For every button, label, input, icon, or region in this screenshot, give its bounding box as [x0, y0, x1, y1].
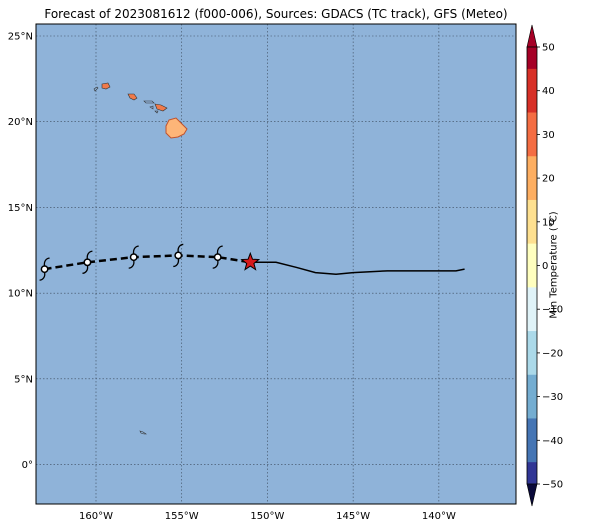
map-title: Forecast of 2023081612 (f000-006), Sourc… — [44, 7, 508, 21]
colorbar-band — [527, 396, 537, 419]
colorbar-band — [527, 243, 537, 266]
colorbar-band — [527, 90, 537, 113]
island-maui — [154, 103, 168, 112]
colorbar-band — [527, 221, 537, 244]
colorbar-tick-label: −40 — [542, 436, 563, 447]
colorbar-band — [527, 374, 537, 397]
colorbar: 50 40 30 20 10 0 −10 −20 −30 −40 −50 — [526, 24, 563, 507]
lat-tick-label: 5°N — [14, 374, 33, 385]
lat-tick-label: 15°N — [8, 203, 33, 214]
lon-tick-label: 155°W — [165, 511, 199, 522]
colorbar-label: Min Temperature (°C) — [548, 211, 560, 319]
colorbar-band — [527, 462, 537, 485]
lat-tick-label: 10°N — [8, 289, 33, 300]
cyclone-symbol-icon — [128, 245, 139, 269]
island-lanai — [149, 105, 154, 110]
axis-labels: 25°N 20°N 15°N 10°N 5°N 0° 160°W 155°W 150°W 145°… — [8, 32, 456, 523]
colorbar-band — [527, 287, 537, 310]
colorbar-band — [527, 112, 537, 135]
colorbar-tick-label: −20 — [542, 348, 563, 359]
colorbar-band — [527, 352, 537, 376]
past-track-line — [44, 254, 251, 271]
island-atoll — [139, 430, 147, 435]
lon-tick-label: 160°W — [79, 511, 113, 522]
island-kauai — [101, 82, 111, 90]
storm-track — [39, 243, 465, 281]
colorbar-tick-label: 40 — [542, 86, 555, 97]
island-big-island — [165, 117, 188, 139]
lat-tick-label: 25°N — [8, 32, 33, 43]
current-position-star-icon — [240, 251, 261, 271]
cyclone-symbol-icon — [212, 245, 223, 269]
colorbar-band — [527, 331, 537, 354]
cyclone-symbol-icon — [82, 250, 93, 274]
colorbar-tick-label: 20 — [542, 174, 555, 185]
colorbar-band — [527, 309, 537, 332]
map-frame — [35, 23, 517, 505]
lat-tick-label: 20°N — [8, 117, 33, 128]
island-molokai — [143, 100, 155, 104]
colorbar-band — [527, 47, 537, 70]
ocean-background — [36, 24, 516, 504]
colorbar-extend-max — [526, 24, 538, 48]
colorbar-tick-label: 30 — [542, 130, 555, 141]
island-kahoolawe — [154, 110, 159, 114]
land-layer — [93, 82, 188, 435]
colorbar-tick-label: 10 — [542, 217, 555, 228]
island-oahu — [127, 93, 138, 101]
colorbar-band — [527, 265, 537, 288]
colorbar-tick-label: −30 — [542, 392, 563, 403]
colorbar-tick-label: −10 — [542, 305, 563, 316]
colorbar-band — [527, 156, 537, 179]
colorbar-tick-label: 0 — [542, 261, 548, 272]
lon-tick-label: 145°W — [336, 511, 370, 522]
colorbar-band — [527, 199, 537, 223]
graticule — [36, 24, 516, 504]
colorbar-extend-min — [526, 483, 538, 507]
colorbar-band — [527, 440, 537, 463]
cyclone-symbol-icon — [173, 243, 184, 268]
lon-tick-label: 150°W — [250, 511, 284, 522]
colorbar-band — [527, 178, 537, 201]
colorbar-band — [527, 418, 537, 441]
lon-tick-label: 140°W — [422, 511, 456, 522]
cyclone-symbol-icon — [39, 257, 50, 281]
colorbar-tick-label: −50 — [542, 480, 563, 491]
island-niihau — [93, 86, 99, 92]
colorbar-band — [527, 68, 537, 91]
forecast-track-line — [250, 261, 465, 276]
lat-tick-label: 0° — [22, 460, 33, 471]
colorbar-band — [527, 134, 537, 157]
colorbar-tick-label: 50 — [542, 43, 555, 54]
